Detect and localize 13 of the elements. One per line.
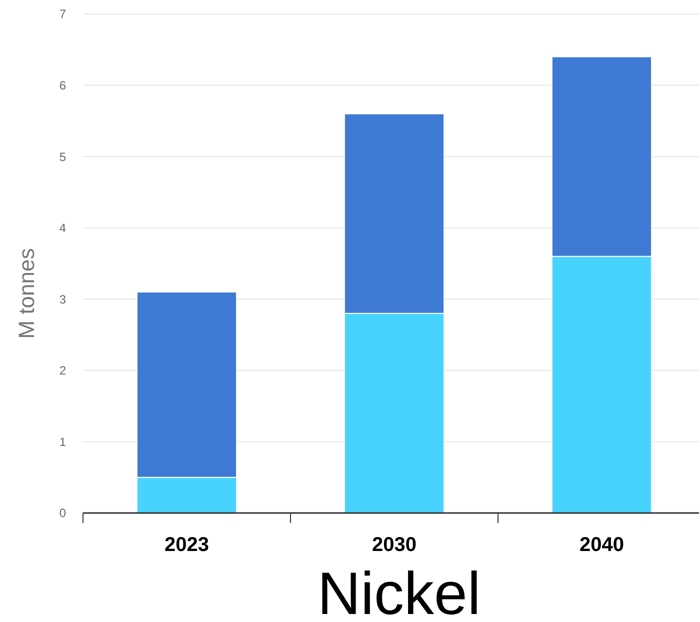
x-tick-label: 2023 bbox=[164, 534, 209, 556]
y-tick-label: 5 bbox=[59, 150, 66, 164]
y-tick-label: 6 bbox=[59, 78, 66, 92]
x-tick-label: 2040 bbox=[580, 534, 624, 556]
text: Nickel bbox=[317, 560, 481, 622]
y-tick-label: 0 bbox=[59, 506, 66, 520]
y-axis-title: M tonnes bbox=[14, 248, 39, 339]
y-tick-label: 1 bbox=[59, 434, 66, 449]
y-tick-label: 4 bbox=[59, 221, 66, 236]
y-tick-label: 7 bbox=[59, 7, 66, 22]
y-tick-label: 2 bbox=[59, 364, 66, 378]
y-tick-label: 3 bbox=[59, 292, 66, 306]
x-tick-label: 2030 bbox=[372, 534, 416, 556]
